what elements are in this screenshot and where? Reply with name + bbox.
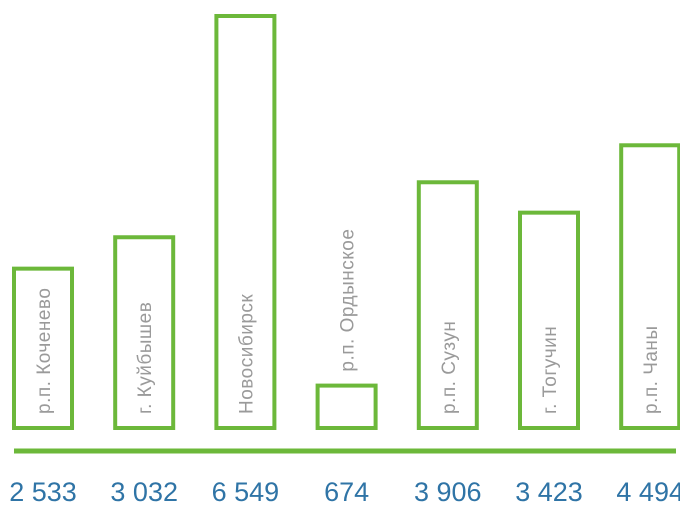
- value-label: 2 533: [9, 477, 77, 505]
- bar: [315, 383, 378, 431]
- bar: [113, 235, 176, 430]
- value-label: 674: [324, 477, 369, 505]
- bar: [214, 14, 277, 430]
- value-label: 3 032: [110, 477, 178, 505]
- bar: [416, 180, 479, 430]
- value-labels-layer: 2 533 3 032 6 549 674 3 906 3 423 4 494: [9, 477, 680, 505]
- value-label: 6 549: [212, 477, 280, 505]
- category-label: р.п. Чаны: [641, 325, 662, 414]
- category-label: р.п. Ордынское: [338, 229, 359, 372]
- value-label: 3 423: [515, 477, 583, 505]
- category-label: г. Куйбышев: [135, 302, 156, 414]
- value-label: 4 494: [616, 477, 680, 505]
- category-label: Новосибирск: [236, 294, 257, 414]
- bar: [619, 143, 680, 431]
- bars-layer: р.п. Коченево г. Куйбышев Новосибирск р.п. …: [12, 14, 680, 431]
- bar: [12, 266, 74, 430]
- category-label: р.п. Коченево: [34, 288, 55, 414]
- value-label: 3 906: [414, 477, 482, 505]
- category-label: г. Тогучин: [540, 326, 561, 414]
- bar: [518, 210, 580, 430]
- category-label: р.п. Сузун: [439, 321, 460, 414]
